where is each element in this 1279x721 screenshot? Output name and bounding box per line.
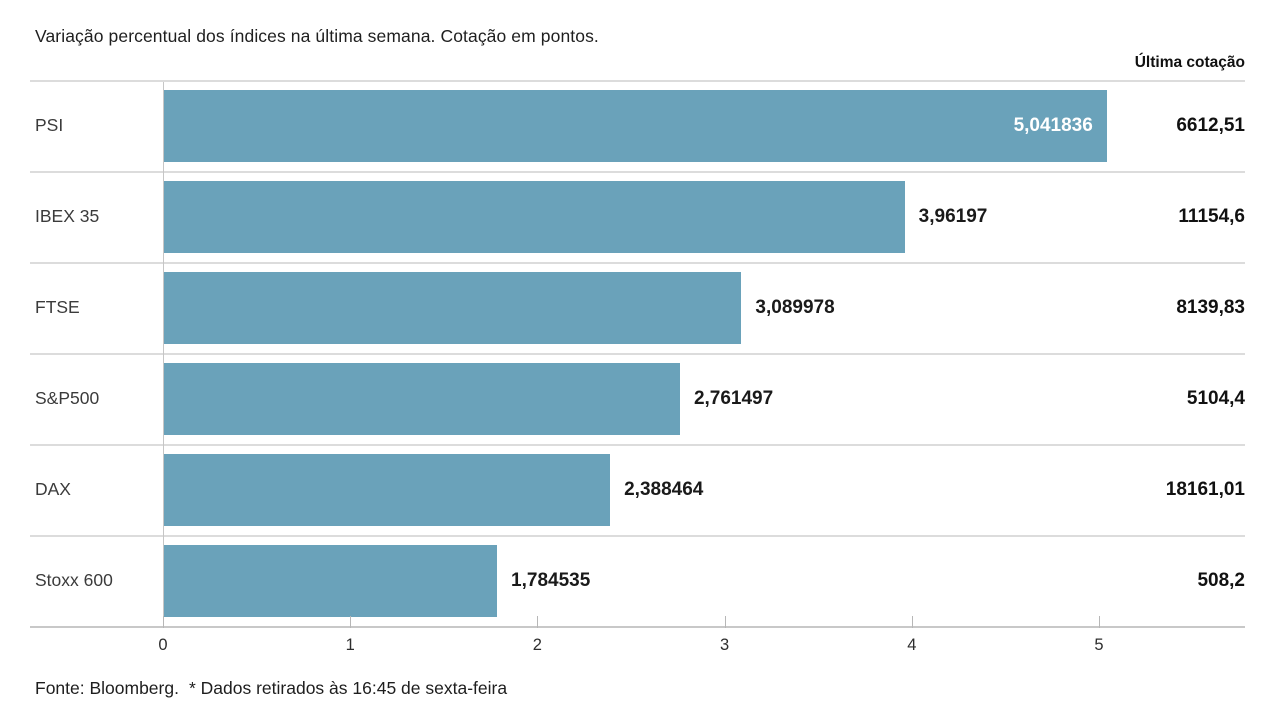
x-tick-mark: [1098, 616, 1100, 628]
chart-row: IBEX 35 3,96197 11154,6: [30, 173, 1245, 264]
value-bar: 5,041836: [163, 89, 1107, 162]
last-quote-value: 8139,83: [1176, 296, 1245, 318]
index-label: IBEX 35: [35, 206, 100, 226]
x-tick-label: 3: [719, 636, 730, 654]
last-quote-value: 5104,4: [1186, 387, 1245, 409]
chart-rows: PSI 5,041836 6612,51 IBEX 35 3,96197 11154,6 F…: [30, 82, 1245, 628]
x-axis: 0 1 2 3 4 5: [30, 616, 1245, 672]
chart-row: FTSE 3,089978 8139,83: [30, 264, 1245, 355]
footnote-text: * Dados retirados às 16:45 de sexta-feir…: [188, 678, 508, 698]
value-bar: [163, 271, 742, 344]
bar-track: 3,96197: [163, 173, 1245, 260]
value-label: 3,96197: [918, 205, 988, 227]
value-label: 1,784535: [511, 569, 591, 591]
bar-track: 2,388464: [163, 446, 1245, 533]
last-quote-value: 18161,01: [1165, 478, 1245, 500]
x-tick-mark: [911, 616, 913, 628]
chart-header: Variação percentual dos índices na últim…: [30, 0, 1245, 82]
x-tick-mark: [724, 616, 726, 628]
last-quote-value: 6612,51: [1176, 114, 1245, 136]
x-tick-label: 0: [158, 636, 168, 654]
x-tick-label: 4: [907, 636, 917, 654]
bar-track: 1,784535: [163, 537, 1245, 624]
zero-axis-line: [163, 82, 164, 628]
chart-row: S&P500 2,761497 5104,4: [30, 355, 1245, 446]
last-quote-value: 508,2: [1197, 569, 1245, 591]
x-tick-mark: [350, 616, 352, 628]
source-text: Fonte: Bloomberg.: [35, 678, 179, 698]
index-label: S&P500: [35, 388, 100, 408]
value-label: 5,041836: [1013, 114, 1093, 136]
index-label: FTSE: [35, 297, 80, 317]
chart-row: Stoxx 600 1,784535 508,2: [30, 537, 1245, 628]
x-tick-label: 1: [345, 636, 355, 654]
x-tick-mark: [537, 616, 539, 628]
chart-row: PSI 5,041836 6612,51: [30, 82, 1245, 173]
bar-track: 5,041836: [163, 82, 1245, 169]
bar-chart: PSI 5,041836 6612,51 IBEX 35 3,96197 11154,6 F…: [30, 82, 1245, 672]
value-bar: [163, 180, 905, 253]
x-tick-label: 5: [1094, 636, 1104, 654]
index-label: Stoxx 600: [35, 570, 113, 590]
index-label: DAX: [35, 479, 71, 499]
value-label: 2,388464: [624, 478, 704, 500]
value-bar: [163, 362, 680, 435]
index-label: PSI: [35, 115, 64, 135]
last-quote-value: 11154,6: [1178, 205, 1245, 227]
x-tick-label: 2: [532, 636, 542, 654]
bar-track: 2,761497: [163, 355, 1245, 442]
bar-track: 3,089978: [163, 264, 1245, 351]
source-note: Fonte: Bloomberg. * Dados retirados às 16…: [35, 678, 507, 699]
chart-row: DAX 2,388464 18161,01: [30, 446, 1245, 537]
value-label: 3,089978: [755, 296, 835, 318]
value-bar: [163, 453, 611, 526]
x-axis-ticks: 0 1 2 3 4 5: [158, 616, 1245, 672]
value-bar: [163, 544, 498, 617]
last-quote-column-header: Última cotação: [1134, 54, 1245, 71]
value-label: 2,761497: [693, 387, 774, 409]
chart-title: Variação percentual dos índices na últim…: [35, 26, 599, 46]
x-tick-mark: [163, 616, 164, 628]
